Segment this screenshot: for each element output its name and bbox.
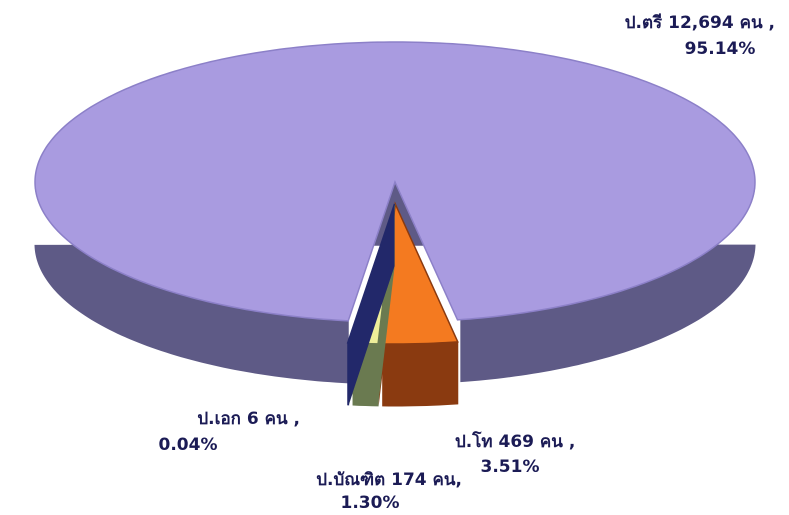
slice-percent: 95.14%	[685, 39, 756, 59]
slice-label: ป.โท 469 คน ,	[455, 431, 575, 452]
slice-label: ป.เอก 6 คน ,	[197, 409, 300, 429]
slice	[346, 203, 396, 344]
slice	[377, 201, 459, 345]
slice-wall	[347, 204, 395, 405]
slice-label: ป.บัณฑิต 174 คน,	[316, 470, 462, 490]
slice-percent: 0.04%	[159, 435, 218, 455]
slice-percent: 3.51%	[481, 457, 540, 477]
slice-percent: 1.30%	[341, 493, 400, 513]
slice	[34, 41, 756, 322]
slice-label: ป.ตรี 12,694 คน ,	[625, 12, 775, 33]
